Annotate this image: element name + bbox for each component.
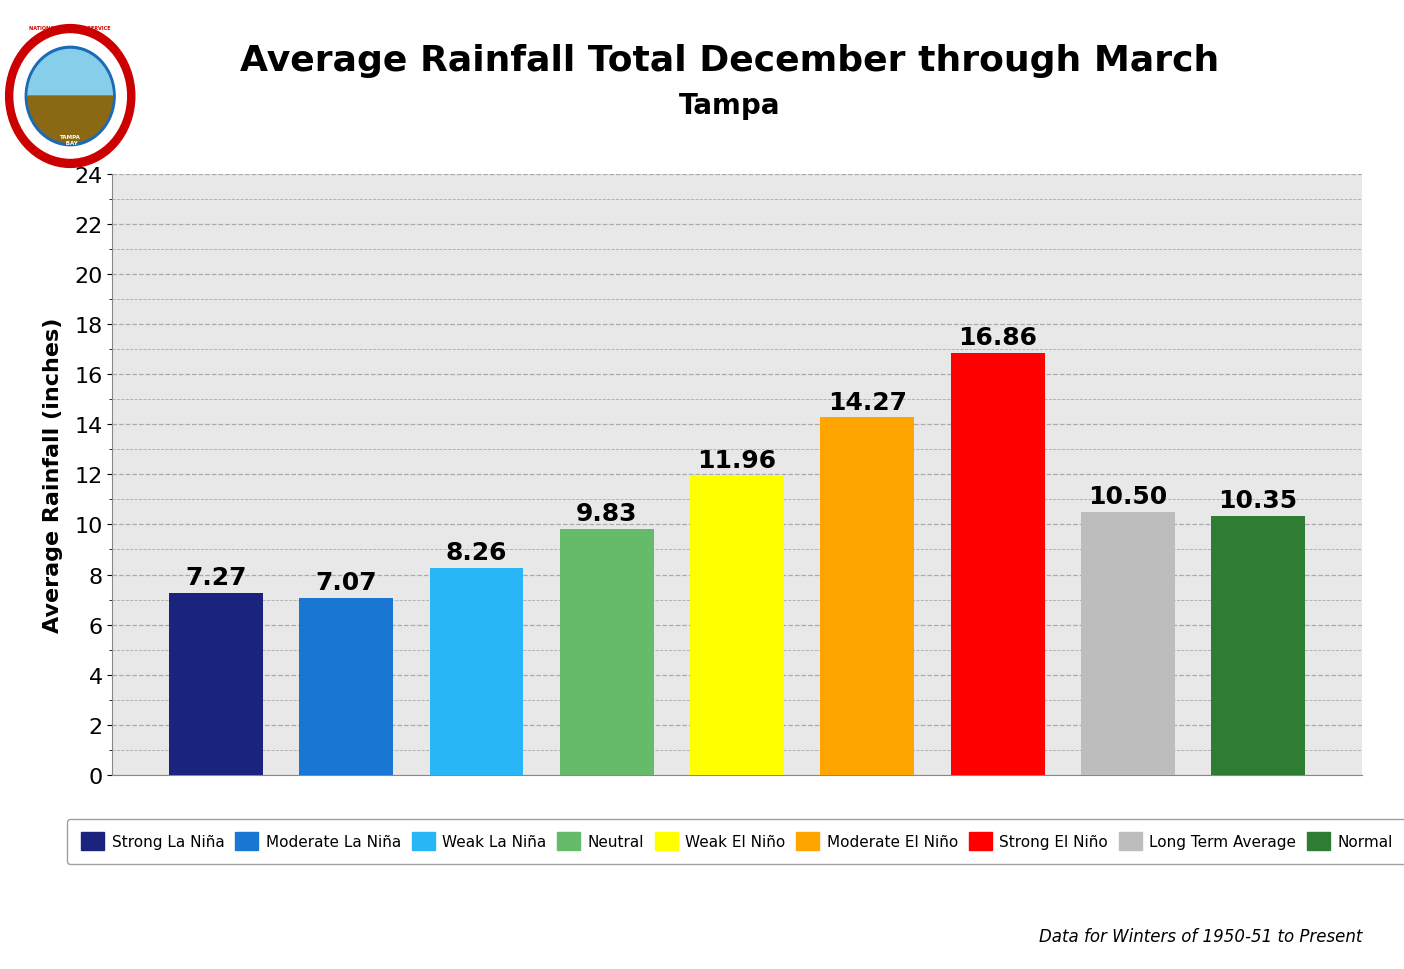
Text: TAMPA
  BAY: TAMPA BAY <box>60 135 80 145</box>
Circle shape <box>25 47 115 146</box>
Text: 7.27: 7.27 <box>185 566 247 589</box>
Legend: Strong La Niña, Moderate La Niña, Weak La Niña, Neutral, Weak El Niño, Moderate : Strong La Niña, Moderate La Niña, Weak L… <box>67 819 1404 864</box>
Bar <box>168 593 263 775</box>
Text: 8.26: 8.26 <box>446 541 507 565</box>
Bar <box>820 418 914 775</box>
Text: 10.35: 10.35 <box>1219 488 1297 513</box>
Text: Data for Winters of 1950-51 to Present: Data for Winters of 1950-51 to Present <box>1039 926 1362 945</box>
Text: 7.07: 7.07 <box>316 571 378 594</box>
Circle shape <box>6 25 135 169</box>
Bar <box>691 476 783 775</box>
Bar <box>1081 513 1175 775</box>
Text: 11.96: 11.96 <box>698 448 776 472</box>
Circle shape <box>14 35 126 159</box>
Bar <box>951 353 1045 775</box>
Text: Tampa: Tampa <box>680 92 781 120</box>
Text: 10.50: 10.50 <box>1088 484 1168 509</box>
Bar <box>299 598 393 775</box>
Text: 14.27: 14.27 <box>828 391 907 414</box>
Text: NATIONAL WEATHER SERVICE: NATIONAL WEATHER SERVICE <box>29 25 111 31</box>
Bar <box>430 569 524 775</box>
Text: 16.86: 16.86 <box>958 326 1038 350</box>
Text: Average Rainfall Total December through March: Average Rainfall Total December through … <box>240 44 1220 78</box>
Wedge shape <box>28 97 112 143</box>
Bar <box>560 529 654 775</box>
Wedge shape <box>28 50 112 97</box>
Y-axis label: Average Rainfall (inches): Average Rainfall (inches) <box>44 317 63 633</box>
Bar <box>1212 516 1306 775</box>
Text: 9.83: 9.83 <box>576 501 637 525</box>
